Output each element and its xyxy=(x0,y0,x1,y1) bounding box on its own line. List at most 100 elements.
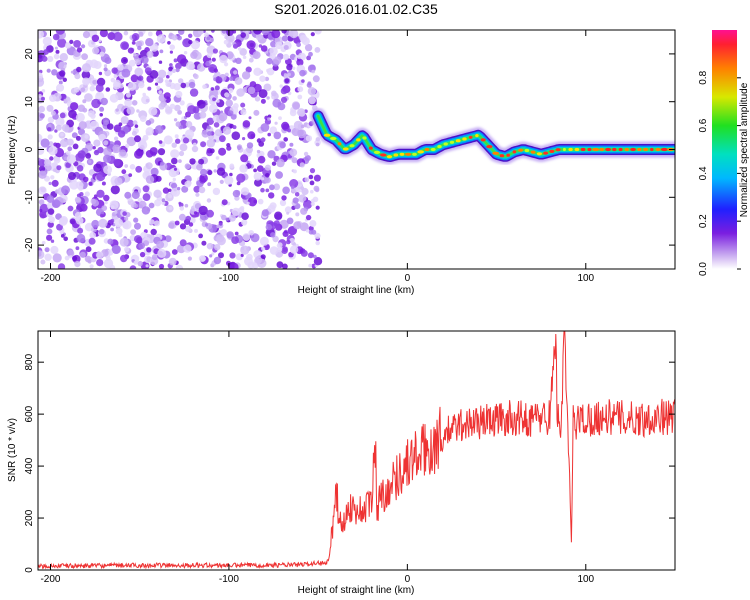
noise-speck xyxy=(64,128,69,133)
noise-speck xyxy=(241,71,251,80)
noise-speck xyxy=(151,254,158,261)
noise-speck xyxy=(67,249,75,257)
noise-speck xyxy=(124,98,133,107)
noise-speck xyxy=(175,121,182,127)
noise-speck xyxy=(248,116,252,120)
spectrogram-y-tick-label: 20 xyxy=(24,48,35,60)
noise-speck xyxy=(66,150,71,156)
noise-speck xyxy=(221,199,228,206)
noise-speck xyxy=(232,125,237,130)
noise-speck xyxy=(221,214,227,221)
noise-speck xyxy=(82,99,87,104)
spectrogram-x-label: Height of straight line (km) xyxy=(298,285,415,296)
noise-speck xyxy=(107,32,116,41)
noise-speck xyxy=(211,30,215,33)
noise-speck xyxy=(169,44,175,50)
noise-speck xyxy=(110,218,115,223)
noise-speck xyxy=(99,51,105,57)
noise-speck xyxy=(157,248,167,258)
snr-frame xyxy=(37,330,676,571)
noise-speck xyxy=(240,245,250,255)
noise-speck xyxy=(273,220,280,227)
noise-speck xyxy=(162,187,170,194)
noise-speck xyxy=(132,120,138,126)
noise-speck xyxy=(139,115,147,122)
noise-speck xyxy=(78,121,87,130)
noise-speck xyxy=(266,96,270,100)
noise-speck xyxy=(204,32,209,38)
noise-speck xyxy=(304,155,311,162)
noise-speck xyxy=(193,73,199,80)
noise-speck xyxy=(92,146,96,150)
noise-speck xyxy=(171,68,176,73)
noise-speck xyxy=(178,213,186,221)
noise-speck xyxy=(199,111,207,119)
noise-speck xyxy=(166,74,170,79)
ridge-peak xyxy=(449,140,455,144)
noise-speck xyxy=(312,75,320,83)
noise-speck xyxy=(173,167,178,171)
noise-speck xyxy=(55,49,60,54)
noise-speck xyxy=(139,251,146,258)
noise-speck xyxy=(276,158,285,168)
noise-speck xyxy=(64,42,72,49)
noise-speck xyxy=(213,122,220,128)
noise-speck xyxy=(234,231,239,236)
noise-speck xyxy=(279,199,287,207)
noise-speck xyxy=(125,143,130,148)
noise-speck xyxy=(168,257,177,266)
noise-speck xyxy=(38,30,44,39)
noise-speck xyxy=(246,201,250,205)
noise-speck xyxy=(184,203,189,208)
snr-x-tick-label: 100 xyxy=(577,574,594,585)
noise-speck xyxy=(240,109,247,116)
noise-speck xyxy=(271,96,275,100)
noise-speck xyxy=(38,105,45,113)
noise-speck xyxy=(213,169,217,173)
noise-speck xyxy=(103,165,113,175)
noise-speck xyxy=(216,99,220,103)
noise-speck xyxy=(171,34,178,41)
noise-speck xyxy=(133,260,138,265)
noise-speck xyxy=(141,206,151,215)
noise-speck xyxy=(134,135,141,143)
noise-speck xyxy=(311,69,316,74)
noise-speck xyxy=(61,93,67,100)
noise-speck xyxy=(199,173,208,183)
noise-speck xyxy=(198,186,206,194)
noise-speck xyxy=(56,223,63,231)
noise-speck xyxy=(179,239,187,247)
noise-speck xyxy=(127,82,137,91)
noise-speck xyxy=(248,57,254,63)
noise-speck xyxy=(38,170,47,179)
noise-speck xyxy=(261,246,266,251)
noise-speck xyxy=(52,33,60,41)
noise-speck xyxy=(79,203,88,212)
noise-speck xyxy=(310,32,315,37)
noise-speck xyxy=(110,227,114,232)
noise-speck xyxy=(106,123,114,130)
colorbar-tick-label: 0.8 xyxy=(698,70,709,84)
noise-speck xyxy=(185,121,193,128)
ridge-peak xyxy=(430,147,436,152)
noise-speck xyxy=(176,244,186,254)
noise-speck xyxy=(133,52,137,57)
noise-speck xyxy=(236,173,246,183)
noise-speck xyxy=(282,263,288,269)
noise-speck xyxy=(135,165,143,173)
colorbar-gradient xyxy=(712,30,737,269)
noise-speck xyxy=(289,148,298,157)
noise-speck xyxy=(66,138,74,146)
noise-speck xyxy=(164,105,170,110)
noise-speck xyxy=(308,96,316,105)
noise-speck xyxy=(175,62,182,70)
noise-speck xyxy=(265,173,270,178)
noise-speck xyxy=(189,88,199,97)
noise-speck xyxy=(240,253,244,257)
noise-speck xyxy=(98,39,102,43)
noise-speck xyxy=(133,203,139,209)
noise-speck xyxy=(226,30,234,36)
noise-speck xyxy=(142,134,149,141)
noise-speck xyxy=(267,117,271,121)
noise-speck xyxy=(310,201,315,207)
